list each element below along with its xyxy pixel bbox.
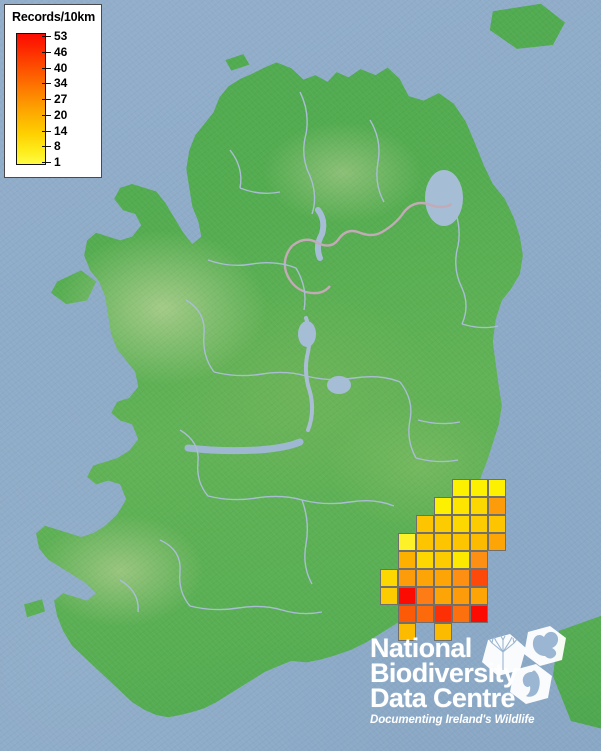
record-cell	[434, 605, 452, 623]
record-cell	[470, 569, 488, 587]
record-cell	[470, 533, 488, 551]
record-cell	[434, 515, 452, 533]
logo-tagline: Documenting Ireland's Wildlife	[370, 714, 535, 726]
lough-neagh	[425, 170, 463, 226]
record-cell	[452, 497, 470, 515]
record-cell	[488, 497, 506, 515]
record-cell	[470, 587, 488, 605]
county-boundaries	[119, 91, 499, 615]
record-cell	[452, 515, 470, 533]
record-cell	[470, 551, 488, 569]
legend-label: 8	[54, 139, 61, 154]
butterfly-hexagon-icon	[524, 626, 566, 666]
record-cell	[488, 479, 506, 497]
record-cell	[416, 605, 434, 623]
record-cell	[380, 569, 398, 587]
record-cell	[398, 533, 416, 551]
legend-tick	[42, 83, 51, 85]
record-cell	[416, 551, 434, 569]
legend-title: Records/10km	[12, 10, 96, 24]
legend-panel: Records/10km 53 46 40 34 27 20 14 8 1	[4, 4, 102, 178]
record-cell	[470, 515, 488, 533]
record-cell	[434, 551, 452, 569]
legend-tick	[42, 99, 51, 100]
legend-label: 34	[54, 76, 68, 91]
record-cell	[452, 479, 470, 497]
record-cell	[452, 569, 470, 587]
seahorse-hexagon-icon	[510, 664, 552, 704]
record-cell	[416, 533, 434, 551]
legend-color-ramp	[16, 33, 46, 165]
legend-tick	[42, 36, 51, 37]
record-cell	[488, 533, 506, 551]
lough-ree	[298, 321, 316, 347]
record-cell	[470, 479, 488, 497]
lough-erne	[314, 207, 327, 261]
legend-tick	[42, 67, 51, 69]
legend-tick	[42, 162, 51, 163]
northern-ireland-border	[291, 201, 453, 247]
legend-tick	[42, 130, 51, 132]
record-cell	[416, 587, 434, 605]
record-cell	[488, 515, 506, 533]
logo-line-1: National	[370, 633, 472, 663]
legend-label: 53	[54, 29, 68, 43]
record-cell	[452, 605, 470, 623]
legend-label: 1	[54, 155, 61, 169]
record-cell	[380, 587, 398, 605]
record-cell	[416, 569, 434, 587]
shannon-estuary	[184, 438, 304, 455]
legend-tick	[42, 114, 51, 116]
legend-label: 14	[54, 123, 68, 138]
logo-line-3: Data Centre	[370, 683, 516, 713]
logo-hexagon-icons	[482, 626, 566, 704]
record-cell	[434, 533, 452, 551]
nbdc-logo: National Biodiversity Data Centre Docume…	[370, 626, 598, 736]
lough-derg	[327, 376, 351, 394]
legend-body: 53 46 40 34 27 20 14 8 1	[12, 30, 95, 168]
record-cell	[452, 551, 470, 569]
record-cell	[398, 605, 416, 623]
legend-label: 40	[54, 60, 68, 75]
record-cell	[434, 497, 452, 515]
border-segment-west	[283, 245, 331, 295]
record-cell	[434, 623, 452, 641]
legend-label: 20	[54, 107, 68, 122]
record-cell	[398, 587, 416, 605]
record-cell	[470, 497, 488, 515]
record-cell	[470, 605, 488, 623]
record-cell	[416, 515, 434, 533]
plant-hexagon-icon	[482, 634, 526, 676]
record-cell	[434, 587, 452, 605]
legend-tick	[42, 146, 51, 148]
record-cell	[398, 623, 416, 641]
legend-label: 46	[54, 44, 68, 59]
record-cell	[434, 569, 452, 587]
record-cell	[398, 569, 416, 587]
legend-label: 27	[54, 92, 68, 106]
record-cell	[452, 587, 470, 605]
legend-tick	[42, 51, 51, 53]
record-cell	[398, 551, 416, 569]
record-cell	[452, 533, 470, 551]
